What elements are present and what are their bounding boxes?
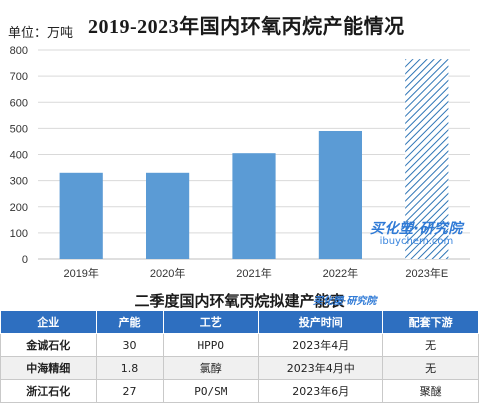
watermark-url: ibuychem.com [379,236,454,247]
table-row: 金诚石化 30 HPPO 2023年4月 无 [0,333,479,357]
cell-start-time: 2023年4月中 [258,356,384,380]
cell-capacity: 1.8 [95,356,164,380]
table-watermark: 买化塑·研究院 [313,296,377,307]
bar-chart: 0 100 200 300 400 500 600 700 800 2019年 2020年 2021… [10,45,470,280]
x-axis-ticks: 2019年 2020年 2021年 2022年 2023年E [63,266,448,280]
header-capacity: 产能 [95,310,164,334]
x-tick-label: 2021年 [236,266,271,280]
cell-downstream: 无 [382,356,479,380]
y-tick-label: 0 [22,254,28,266]
table-row: 中海精细 1.8 氯醇 2023年4月中 无 [0,356,479,380]
cell-capacity: 30 [95,333,164,357]
cell-process: 氯醇 [162,356,260,380]
unit-label: 单位：万吨 [8,25,74,40]
cell-downstream: 无 [382,333,479,357]
cell-company: 浙江石化 [0,379,97,403]
table-title: 二季度国内环氧丙烷拟建产能表 [134,294,345,310]
header-process: 工艺 [162,310,260,334]
cell-company: 金诚石化 [0,333,97,357]
y-tick-label: 600 [10,97,28,109]
bar [318,130,362,259]
y-tick-label: 300 [10,176,28,188]
header-company: 企业 [0,310,97,334]
header-start-time: 投产时间 [258,310,384,334]
table-row: 浙江石化 27 PO/SM 2023年6月 聚醚 [0,379,479,403]
y-axis-ticks: 0 100 200 300 400 500 600 700 800 [10,45,28,266]
header-downstream: 配套下游 [382,310,479,334]
y-tick-label: 200 [10,202,28,214]
x-tick-label: 2019年 [63,266,98,280]
y-tick-label: 800 [10,45,28,57]
bars [59,59,449,259]
bar [146,172,190,259]
cell-company: 中海精细 [0,356,97,380]
y-tick-label: 500 [10,123,28,135]
table-header-row: 企业 产能 工艺 投产时间 配套下游 [0,310,479,334]
cell-downstream: 聚醚 [382,379,479,403]
cell-process: HPPO [162,333,260,357]
bar-forecast [405,59,449,259]
y-tick-label: 700 [10,71,28,83]
bar [232,153,276,259]
cell-start-time: 2023年4月 [258,333,384,357]
watermark: 买化塑·研究院 ibuychem.com [370,218,463,247]
x-tick-label: 2022年 [323,266,358,280]
x-tick-label: 2020年 [150,266,185,280]
cell-start-time: 2023年6月 [258,379,384,403]
cell-capacity: 27 [95,379,164,403]
bar [59,172,103,259]
watermark-brand: 买化塑·研究院 [370,221,463,237]
y-tick-label: 100 [10,228,28,240]
x-tick-label: 2023年E [405,266,448,280]
chart-title: 2019-2023年国内环氧丙烷产能情况 [88,16,405,38]
y-tick-label: 400 [10,150,28,162]
cell-process: PO/SM [162,379,260,403]
capacity-table: 企业 产能 工艺 投产时间 配套下游 金诚石化 30 HPPO 2023年4月 … [0,310,479,403]
